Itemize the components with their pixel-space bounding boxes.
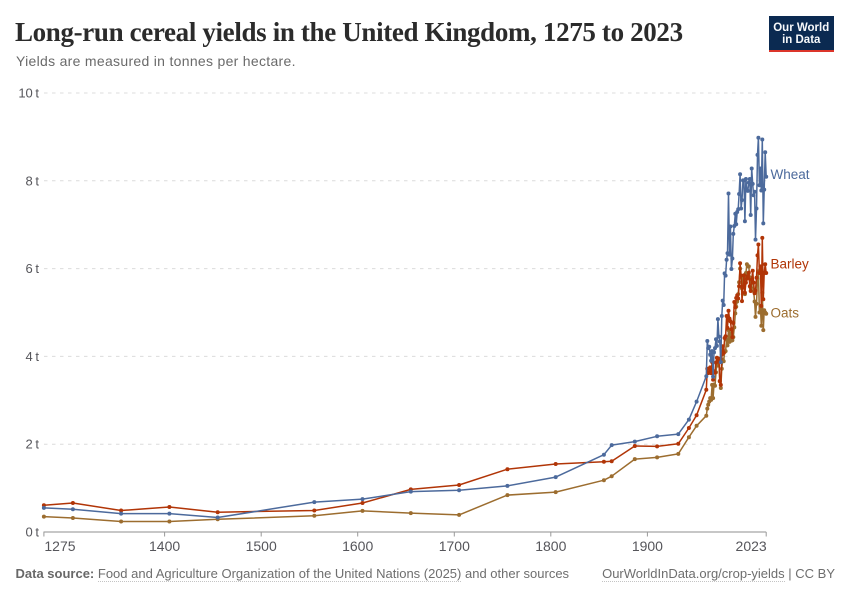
svg-text:1500: 1500: [246, 538, 277, 554]
svg-text:1700: 1700: [439, 538, 470, 554]
svg-text:2023: 2023: [736, 538, 767, 554]
svg-text:1900: 1900: [632, 538, 663, 554]
svg-text:4 t: 4 t: [26, 349, 40, 364]
svg-text:Oats: Oats: [771, 306, 800, 321]
svg-text:1400: 1400: [149, 538, 180, 554]
svg-text:8 t: 8 t: [26, 173, 40, 188]
svg-text:Wheat: Wheat: [771, 167, 810, 182]
svg-text:1275: 1275: [44, 538, 75, 554]
svg-text:Barley: Barley: [771, 257, 810, 272]
svg-text:0 t: 0 t: [26, 525, 40, 540]
svg-text:10 t: 10 t: [18, 86, 39, 101]
svg-text:2 t: 2 t: [26, 437, 40, 452]
svg-text:1600: 1600: [342, 538, 373, 554]
svg-text:6 t: 6 t: [26, 261, 40, 276]
svg-text:1800: 1800: [535, 538, 566, 554]
